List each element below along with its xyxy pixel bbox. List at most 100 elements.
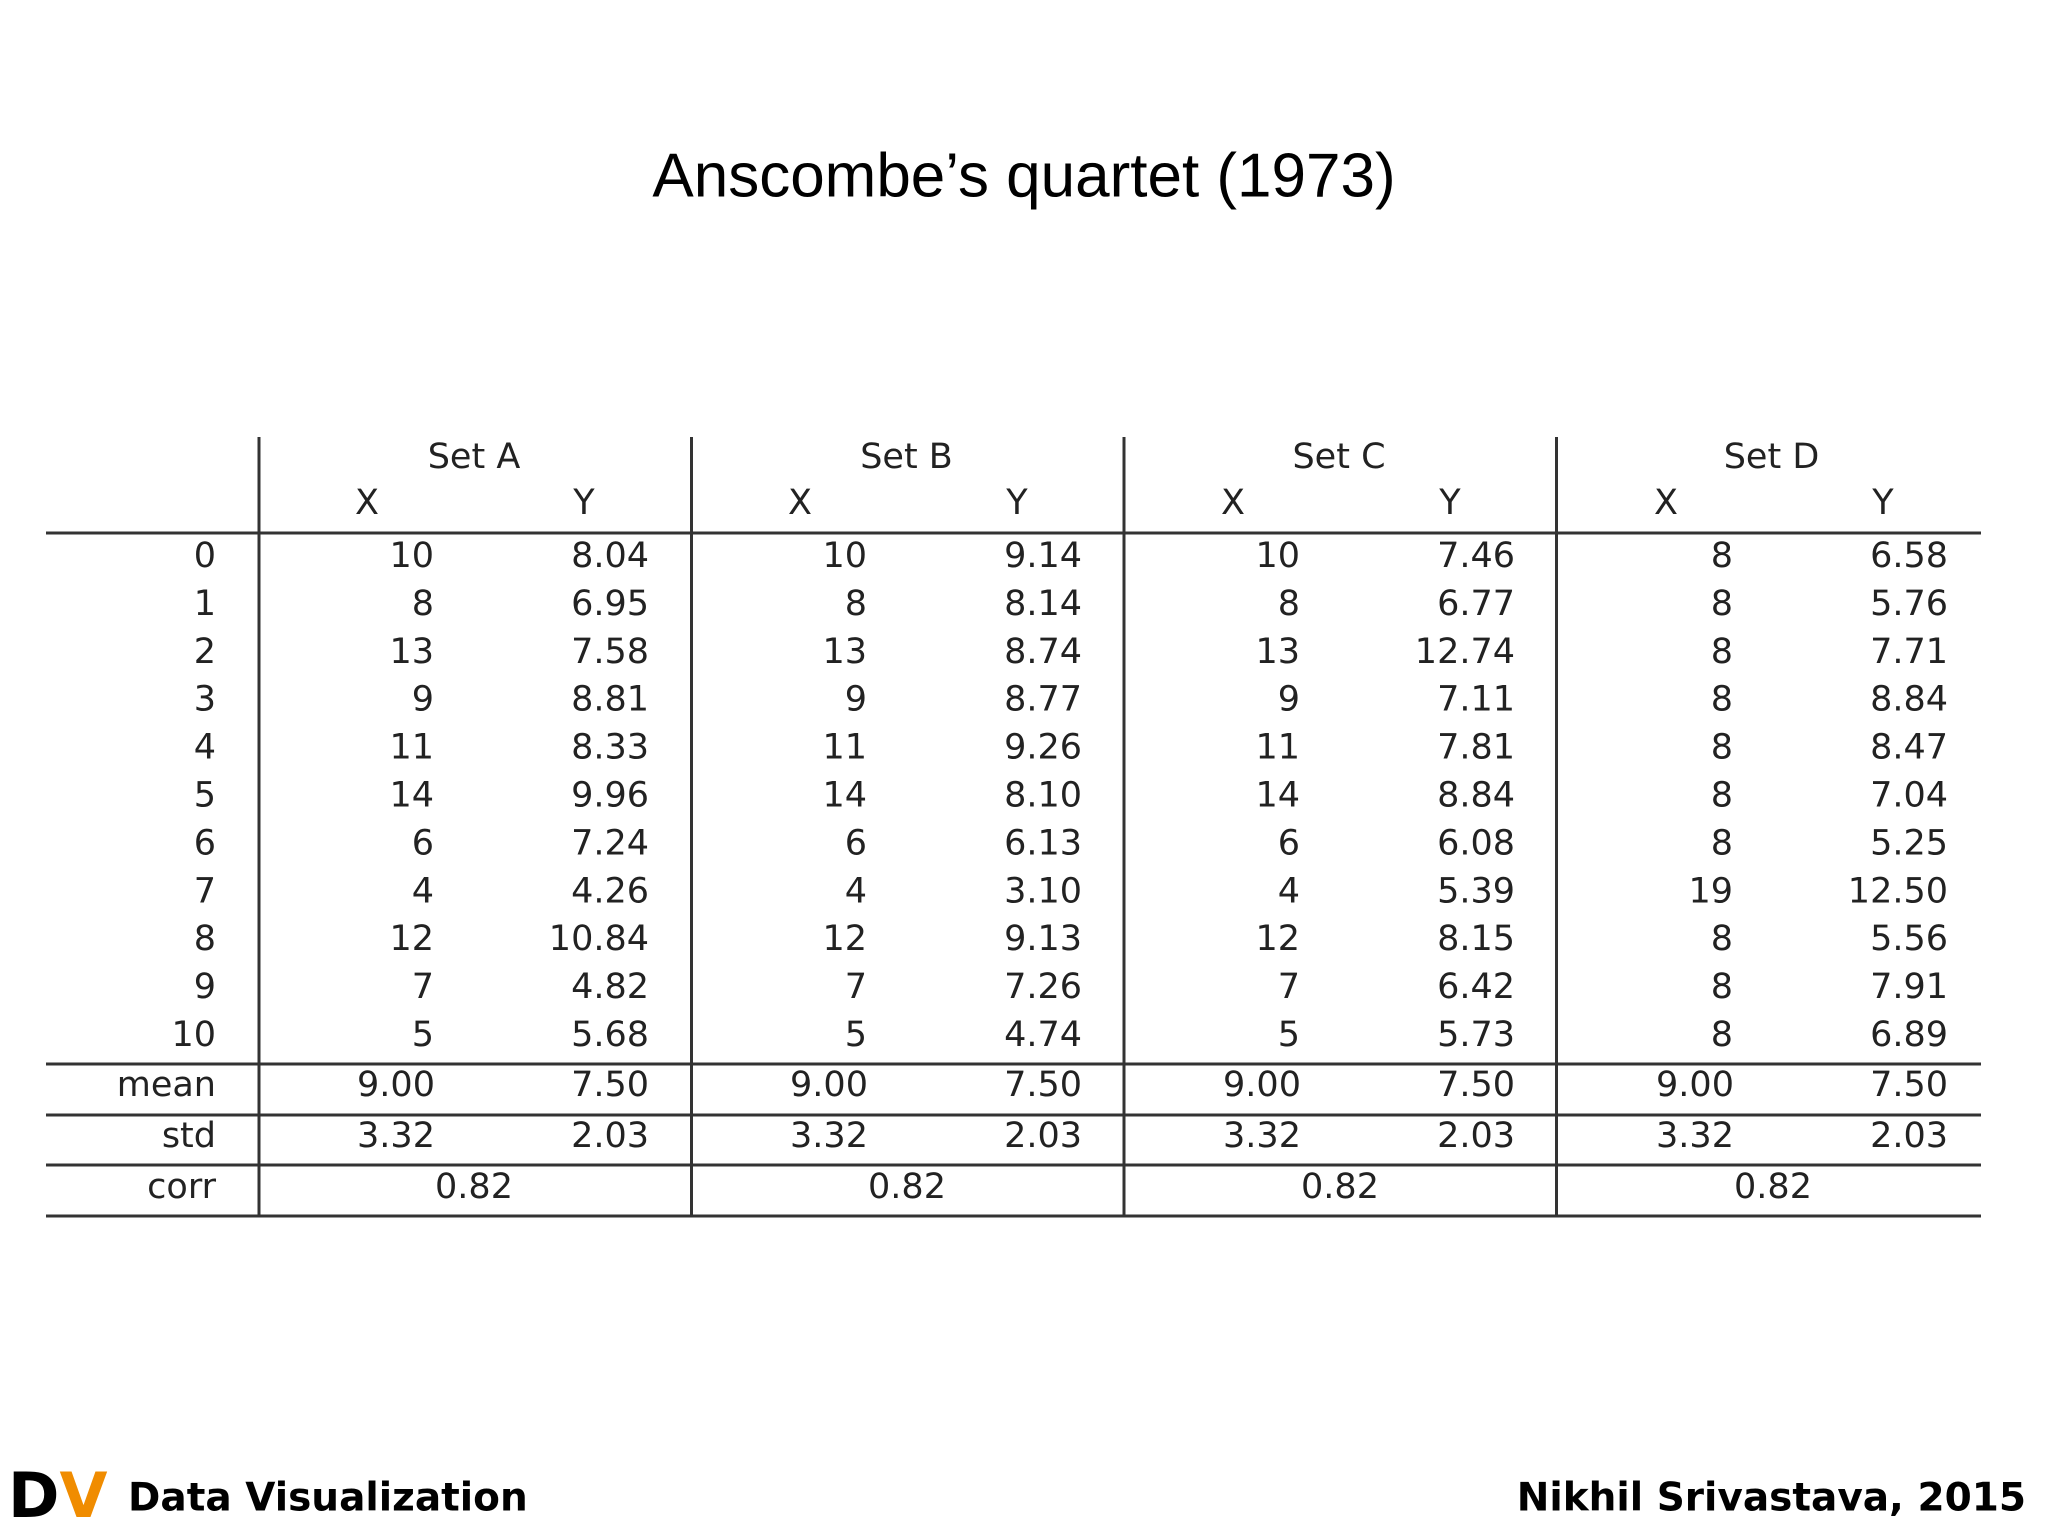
row-label: 2 [194, 632, 216, 672]
summary-label: corr [147, 1167, 216, 1207]
cell: 19 [1688, 871, 1733, 911]
cell: 12 [389, 919, 434, 959]
cell: 13 [1255, 632, 1300, 672]
cell: 5 [845, 1015, 867, 1055]
cell: 7.26 [1004, 967, 1082, 1007]
cell: 8.74 [1004, 632, 1082, 672]
group-header: Set A [428, 437, 521, 477]
logo-letter: V [59, 1459, 107, 1532]
cell: 14 [1255, 776, 1300, 816]
cell: 4 [1278, 871, 1300, 911]
cell: 9 [1278, 680, 1300, 720]
cell: 8 [845, 584, 867, 624]
column-header: X [1221, 483, 1245, 523]
logo: DV [8, 1459, 107, 1532]
cell: 8 [1711, 632, 1733, 672]
row-label: 9 [194, 967, 216, 1007]
summary-label: mean [117, 1065, 216, 1105]
cell: 8.15 [1437, 919, 1515, 959]
cell: 12.74 [1415, 632, 1515, 672]
cell: 5 [412, 1015, 434, 1055]
cell: 13 [822, 632, 867, 672]
cell: 9.26 [1004, 728, 1082, 768]
cell: 6.13 [1004, 823, 1082, 863]
cell: 8 [1711, 776, 1733, 816]
row-label: 5 [194, 776, 216, 816]
cell: 7.04 [1870, 776, 1948, 816]
cell: 7.24 [571, 823, 649, 863]
cell: 5.68 [571, 1015, 649, 1055]
cell: 9 [845, 680, 867, 720]
cell: 8.84 [1870, 680, 1948, 720]
cell: 5.73 [1437, 1015, 1515, 1055]
cell: 7.58 [571, 632, 649, 672]
row-label: 7 [194, 871, 216, 911]
column-header: X [355, 483, 379, 523]
cell: 5.39 [1437, 871, 1515, 911]
cell: 5.25 [1870, 823, 1948, 863]
footer-left: Data Visualization [128, 1476, 528, 1521]
cell: 8 [1711, 967, 1733, 1007]
cell: 5.56 [1870, 919, 1948, 959]
column-header: X [1654, 483, 1678, 523]
summary-cell: 3.32 [1656, 1116, 1734, 1156]
cell: 8 [1278, 584, 1300, 624]
summary-label: std [162, 1116, 216, 1156]
cell: 7.91 [1870, 967, 1948, 1007]
summary-cell: 0.82 [1734, 1167, 1812, 1207]
cell: 4 [845, 871, 867, 911]
cell: 10.84 [549, 919, 649, 959]
cell: 3.10 [1004, 871, 1082, 911]
cell: 11 [1255, 728, 1300, 768]
summary-cell: 2.03 [1870, 1116, 1948, 1156]
summary-cell: 3.32 [790, 1116, 868, 1156]
cell: 6.77 [1437, 584, 1515, 624]
summary-cell: 0.82 [1301, 1167, 1379, 1207]
summary-cell: 0.82 [435, 1167, 513, 1207]
cell: 8.47 [1870, 728, 1948, 768]
summary-cell: 9.00 [1223, 1065, 1301, 1105]
row-label: 1 [194, 584, 216, 624]
cell: 7 [412, 967, 434, 1007]
cell: 10 [1255, 536, 1300, 576]
cell: 7.71 [1870, 632, 1948, 672]
summary-cell: 7.50 [1870, 1065, 1948, 1105]
row-label: 0 [194, 536, 216, 576]
cell: 9.14 [1004, 536, 1082, 576]
cell: 7.46 [1437, 536, 1515, 576]
summary-cell: 2.03 [1004, 1116, 1082, 1156]
cell: 10 [389, 536, 434, 576]
group-header: Set C [1292, 437, 1385, 477]
cell: 8.77 [1004, 680, 1082, 720]
summary-cell: 7.50 [1437, 1065, 1515, 1105]
summary-cell: 7.50 [1004, 1065, 1082, 1105]
summary-cell: 0.82 [868, 1167, 946, 1207]
cell: 12.50 [1848, 871, 1948, 911]
row-label: 6 [194, 823, 216, 863]
column-header: Y [1005, 483, 1028, 523]
cell: 12 [1255, 919, 1300, 959]
cell: 9 [412, 680, 434, 720]
row-label: 8 [194, 919, 216, 959]
cell: 13 [389, 632, 434, 672]
group-header: Set B [860, 437, 953, 477]
cell: 8 [1711, 728, 1733, 768]
cell: 10 [822, 536, 867, 576]
cell: 8 [1711, 1015, 1733, 1055]
data-table: Set A Set B Set C Set D X Y X Y X Y X Y 0 10 8.04 10 9.1… [46, 437, 1981, 1218]
cell: 8 [1711, 823, 1733, 863]
summary-cell: 9.00 [357, 1065, 435, 1105]
cell: 8.81 [571, 680, 649, 720]
row-label: 10 [171, 1015, 216, 1055]
cell: 6.95 [571, 584, 649, 624]
cell: 6 [845, 823, 867, 863]
column-header: X [788, 483, 812, 523]
summary-cell: 3.32 [357, 1116, 435, 1156]
cell: 6 [1278, 823, 1300, 863]
cell: 8 [1711, 584, 1733, 624]
summary-cell: 2.03 [571, 1116, 649, 1156]
cell: 6 [412, 823, 434, 863]
cell: 4.82 [571, 967, 649, 1007]
